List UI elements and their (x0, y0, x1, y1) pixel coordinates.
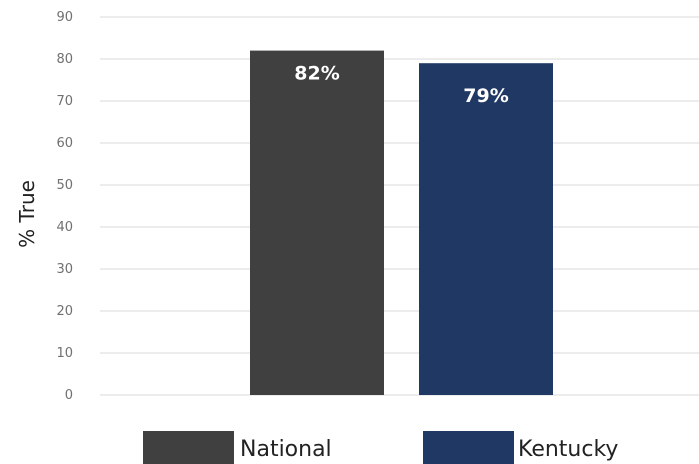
y-tick-label: 60 (56, 136, 73, 151)
bars (250, 50, 553, 395)
data-label-national: 82% (294, 63, 339, 85)
gridlines (100, 16, 699, 396)
legend-label-national: National (240, 437, 332, 462)
legend: National Kentucky (143, 431, 618, 464)
legend-swatch-national (143, 431, 234, 464)
y-tick-label: 80 (56, 52, 73, 67)
legend-label-kentucky: Kentucky (518, 437, 618, 462)
y-tick-label: 40 (56, 220, 73, 235)
bar-national (250, 50, 384, 395)
y-tick-label: 90 (56, 10, 73, 25)
y-tick-label: 10 (56, 346, 73, 361)
data-labels: 82% 79% (294, 63, 508, 108)
y-tick-label: 20 (56, 304, 73, 319)
y-tick-label: 50 (56, 178, 73, 193)
y-tick-label: 70 (56, 94, 73, 109)
y-axis-title: % True (15, 180, 39, 248)
y-axis-ticks: 0 10 20 30 40 50 60 70 80 90 (56, 10, 73, 403)
data-label-kentucky: 79% (463, 85, 508, 107)
bar-kentucky (419, 63, 553, 395)
y-tick-label: 30 (56, 262, 73, 277)
y-tick-label: 0 (65, 388, 73, 403)
legend-swatch-kentucky (423, 431, 514, 464)
